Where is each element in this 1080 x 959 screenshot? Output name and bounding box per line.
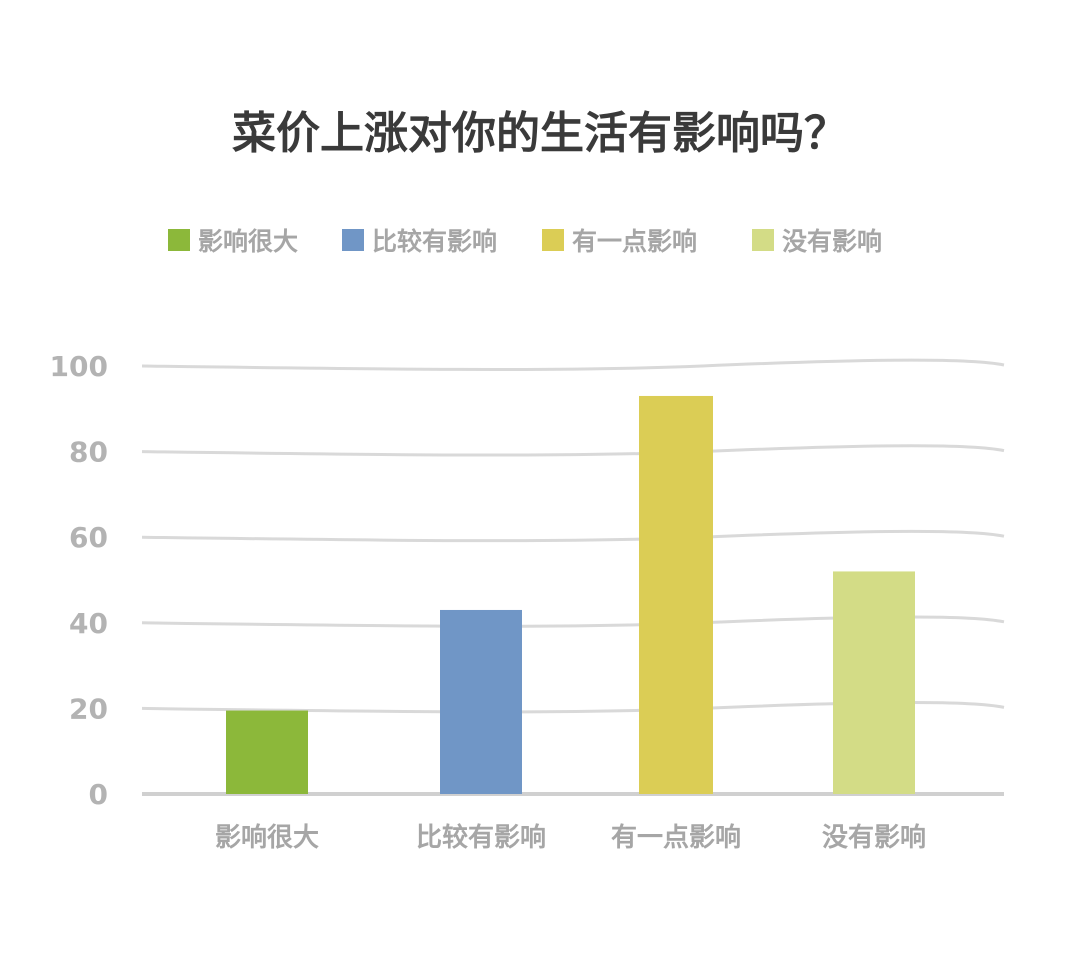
legend-swatch — [168, 229, 190, 251]
y-tick-label: 60 — [69, 521, 108, 554]
x-tick-label: 影响很大 — [215, 822, 319, 853]
bar — [639, 395, 713, 794]
legend: 影响很大 比较有影响 有一点影响 没有影响 — [168, 227, 882, 256]
x-axis-labels: 影响很大 比较有影响 有一点影响 没有影响 — [215, 822, 926, 853]
legend-swatch — [342, 229, 364, 251]
gridline — [141, 444, 1005, 457]
gridline — [141, 529, 1005, 543]
bar — [226, 710, 308, 794]
bars — [226, 395, 915, 794]
legend-label: 影响很大 — [198, 227, 298, 256]
gridline — [141, 358, 1005, 371]
y-tick-label: 100 — [50, 350, 108, 383]
legend-swatch — [542, 229, 564, 251]
chart-title: 菜价上涨对你的生活有影响吗？ — [232, 108, 848, 159]
y-tick-label: 0 — [89, 778, 108, 811]
x-tick-label: 比较有影响 — [416, 822, 546, 853]
bar — [440, 609, 522, 794]
legend-label: 比较有影响 — [372, 227, 497, 256]
y-axis-ticks: 0 20 40 60 80 100 — [50, 350, 108, 811]
bar — [833, 571, 915, 794]
legend-label: 没有影响 — [782, 227, 882, 256]
y-tick-label: 20 — [69, 692, 108, 725]
y-tick-label: 80 — [69, 436, 108, 469]
legend-label: 有一点影响 — [572, 227, 697, 256]
x-tick-label: 没有影响 — [822, 822, 926, 853]
y-tick-label: 40 — [69, 607, 108, 640]
x-tick-label: 有一点影响 — [611, 822, 741, 853]
legend-swatch — [752, 229, 774, 251]
